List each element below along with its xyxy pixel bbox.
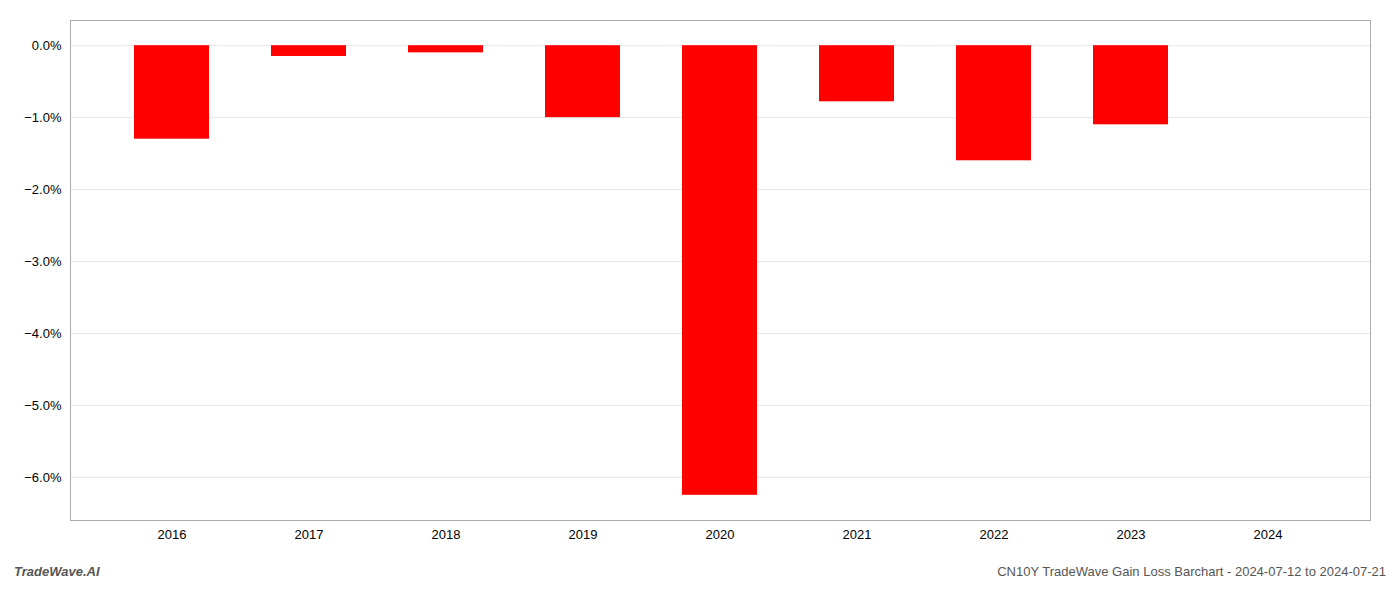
- svg-text:−6.0%: −6.0%: [24, 469, 62, 484]
- svg-text:2022: 2022: [980, 527, 1009, 542]
- svg-text:−4.0%: −4.0%: [24, 326, 62, 341]
- svg-text:0.0%: 0.0%: [32, 38, 62, 53]
- svg-text:2020: 2020: [706, 527, 735, 542]
- html-text:TradeWave.AI: TradeWave.AI: [14, 564, 100, 579]
- svg-text:2017: 2017: [295, 527, 324, 542]
- svg-text:−5.0%: −5.0%: [24, 398, 62, 413]
- svg-text:2019: 2019: [569, 527, 598, 542]
- svg-text:−2.0%: −2.0%: [24, 182, 62, 197]
- svg-text:2021: 2021: [843, 527, 872, 542]
- svg-text:2018: 2018: [432, 527, 461, 542]
- svg-text:2024: 2024: [1254, 527, 1283, 542]
- html-text:CN10Y TradeWave Gain Loss Barc: CN10Y TradeWave Gain Loss Barchart - 202…: [997, 564, 1386, 579]
- svg-text:−3.0%: −3.0%: [24, 254, 62, 269]
- svg-text:−1.0%: −1.0%: [24, 110, 62, 125]
- svg-text:2016: 2016: [158, 527, 187, 542]
- svg-text:2023: 2023: [1117, 527, 1146, 542]
